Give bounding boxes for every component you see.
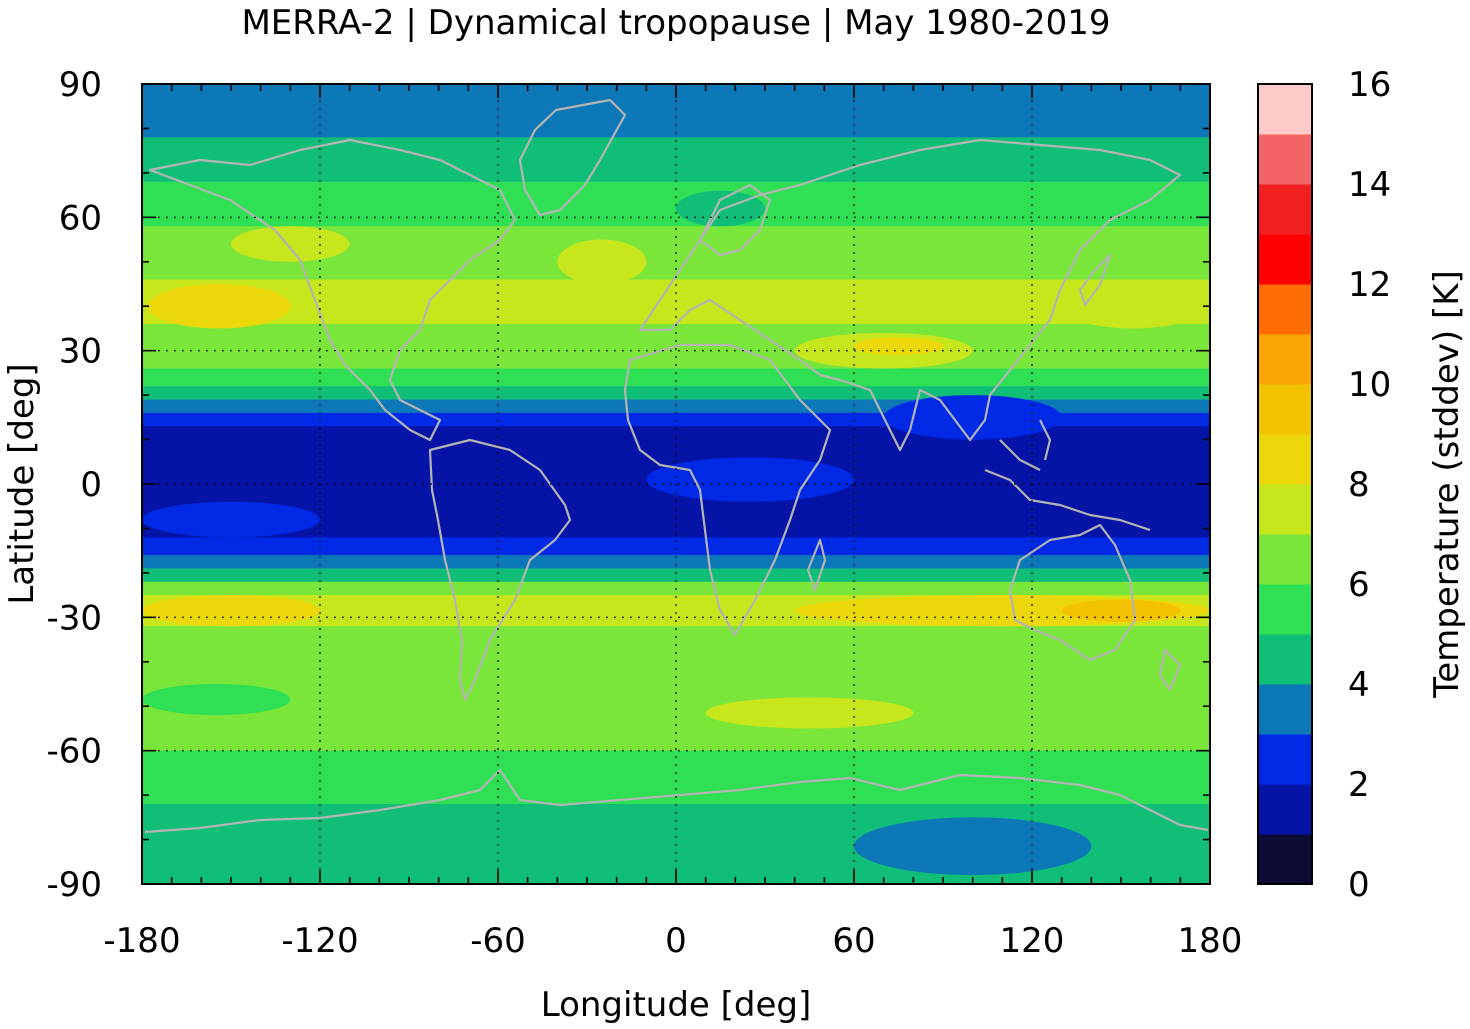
- y-tick-label: 0: [80, 465, 102, 505]
- colorbar-tick-label: 0: [1348, 865, 1370, 905]
- heatmap-patch-11: [142, 684, 291, 716]
- colorbar-level-0: [1258, 834, 1312, 885]
- colorbar: [1258, 84, 1312, 885]
- heatmap-band-16: [142, 626, 1210, 654]
- colorbar-tick-label: 14: [1348, 165, 1391, 205]
- coastline-south-america: [428, 438, 572, 702]
- heatmap-patch-10: [705, 697, 914, 729]
- y-tick-label: 60: [59, 198, 102, 238]
- colorbar-level-6: [1258, 534, 1312, 585]
- colorbar-level-5: [1258, 584, 1312, 635]
- colorbar-tick-label: 4: [1348, 665, 1370, 705]
- colorbar-tick-label: 12: [1348, 265, 1391, 305]
- y-tick-label: -30: [46, 598, 102, 638]
- y-axis-label: Latitude [deg]: [2, 363, 42, 604]
- heatmap-patch-0: [147, 284, 291, 329]
- x-tick-label: 0: [665, 921, 687, 961]
- colorbar-level-13: [1258, 184, 1312, 235]
- colorbar-level-2: [1258, 734, 1312, 785]
- coastline-antarctica: [144, 768, 1209, 834]
- colorbar-tick-label: 16: [1348, 65, 1391, 105]
- colorbar-level-15: [1258, 84, 1312, 135]
- colorbar-level-12: [1258, 234, 1312, 285]
- heatmap-patch-9: [1061, 599, 1181, 622]
- coastline-outlines: [144, 98, 1209, 834]
- x-tick-label: -60: [470, 921, 526, 961]
- coastline-north-america: [148, 138, 517, 442]
- colorbar-tick-label: 6: [1348, 565, 1370, 605]
- x-axis-label: Longitude [deg]: [541, 985, 812, 1025]
- x-tick-label: 60: [832, 921, 875, 961]
- heatmap-band-12: [142, 555, 1210, 569]
- colorbar-level-11: [1258, 284, 1312, 335]
- y-tick-label: -90: [46, 865, 102, 905]
- heatmap-patch-13: [646, 457, 855, 502]
- heatmap-patch-2: [231, 226, 350, 262]
- coastline-madagascar: [806, 538, 827, 592]
- colorbar-tick-label: 8: [1348, 465, 1370, 505]
- heatmap-band-11: [142, 537, 1210, 556]
- heatmap-patches: [142, 190, 1210, 876]
- x-tick-label: 120: [1000, 921, 1065, 961]
- heatmap-band-17: [142, 652, 1210, 752]
- heatmap-band-1: [142, 137, 1210, 183]
- colorbar-label: Temperature (stddev) [K]: [1427, 270, 1467, 699]
- heatmap-patch-4: [854, 337, 943, 356]
- coastline-scandinavia: [698, 183, 772, 257]
- colorbar-level-1: [1258, 784, 1312, 835]
- x-tick-label: 180: [1178, 921, 1243, 961]
- heatmap-patch-12: [854, 817, 1092, 876]
- coastline-australia: [1008, 523, 1137, 662]
- colorbar-level-14: [1258, 134, 1312, 185]
- x-tick-label: -120: [281, 921, 358, 961]
- heatmap-field: [142, 84, 1210, 884]
- x-tick-label: -180: [103, 921, 180, 961]
- heatmap-patch-14: [142, 501, 320, 538]
- axis-ticks: [141, 83, 1211, 885]
- colorbar-level-7: [1258, 484, 1312, 535]
- coastline-greenland: [518, 98, 627, 217]
- heatmap-patch-7: [142, 595, 320, 627]
- y-tick-label: 90: [59, 65, 102, 105]
- coastline-japan: [1078, 253, 1112, 307]
- heatmap-patch-15: [883, 395, 1062, 440]
- colorbar-level-3: [1258, 684, 1312, 735]
- colorbar-frame: [1257, 83, 1313, 885]
- coastline-indonesia: [984, 419, 1151, 532]
- colorbar-tick-labels: 0 2 4 6 8 10 12 14 16: [1348, 65, 1391, 905]
- x-axis-tick-labels: -180 -120 -60 0 60 120 180: [103, 921, 1242, 961]
- heatmap-band-13: [142, 568, 1210, 583]
- chart-title: MERRA-2 | Dynamical tropopause | May 198…: [241, 3, 1110, 43]
- colorbar-level-8: [1258, 434, 1312, 485]
- coastline-new-zealand: [1158, 648, 1182, 692]
- heatmap-patch-5: [1061, 284, 1205, 329]
- heatmap-patch-6: [676, 190, 765, 227]
- y-tick-label: -60: [46, 732, 102, 772]
- colorbar-tick-label: 10: [1348, 365, 1391, 405]
- y-tick-label: 30: [59, 332, 102, 372]
- colorbar-level-4: [1258, 634, 1312, 685]
- y-axis-tick-labels: 90 60 30 0 -30 -60 -90: [46, 65, 102, 905]
- heatmap-patch-1: [557, 239, 647, 284]
- heatmap-band-6: [142, 368, 1210, 387]
- coastline-africa: [623, 343, 832, 637]
- colorbar-level-9: [1258, 384, 1312, 435]
- grid-lines: [142, 84, 1210, 884]
- colorbar-level-10: [1258, 334, 1312, 385]
- colorbar-tick-label: 2: [1348, 765, 1370, 805]
- coastline-eurasia: [638, 138, 1182, 452]
